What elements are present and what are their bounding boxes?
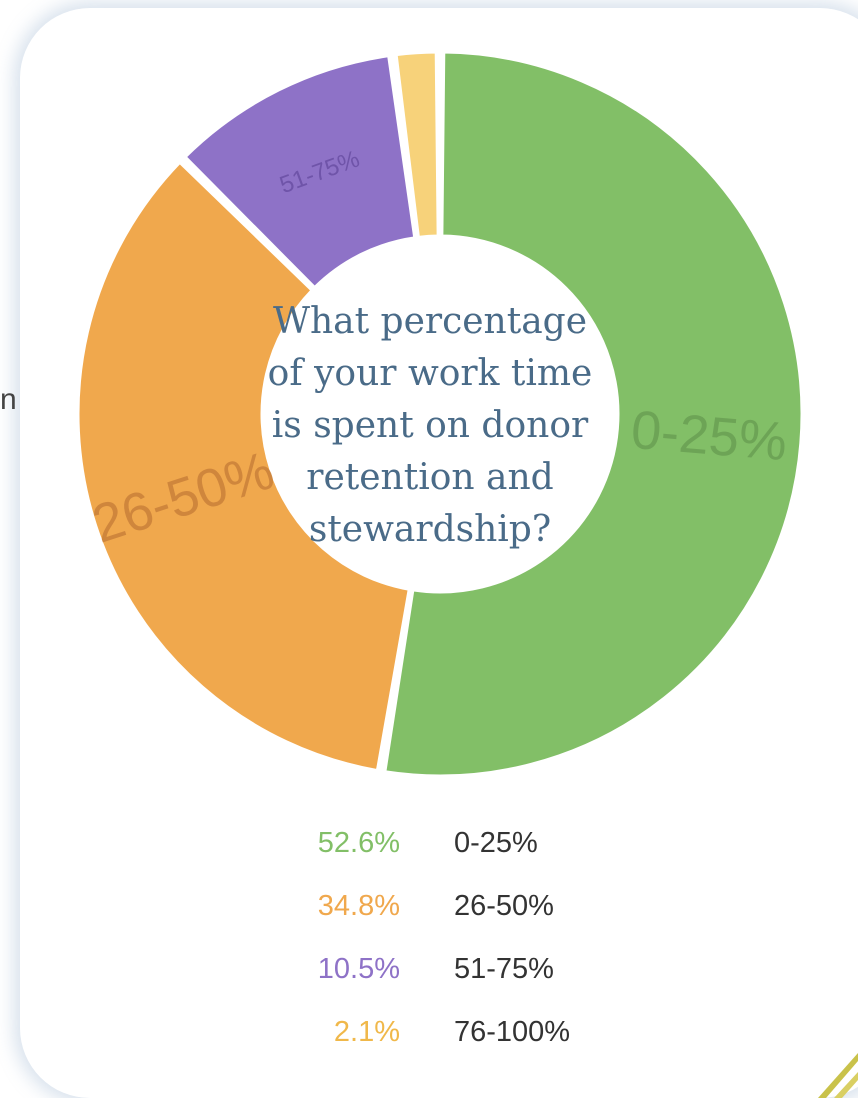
legend-category: 51-75%: [454, 953, 554, 985]
legend-row: 10.5% 51-75%: [270, 938, 630, 1001]
legend-category: 26-50%: [454, 890, 554, 922]
donut-slice: [183, 54, 417, 290]
donut-slice: [394, 50, 440, 239]
side-text-fragment: n: [0, 383, 17, 416]
segment-label: 0-25%: [629, 400, 789, 473]
slices: [76, 50, 804, 778]
legend: 52.6% 0-25% 34.8% 26-50% 10.5% 51-75% 2.…: [270, 812, 630, 1064]
legend-value: 34.8%: [317, 890, 400, 922]
legend-value: 10.5%: [317, 953, 400, 985]
legend-category: 76-100%: [454, 1016, 571, 1048]
corner-decoration: [818, 1053, 858, 1098]
legend-value: 52.6%: [317, 827, 400, 859]
legend-row: 52.6% 0-25%: [270, 812, 630, 875]
legend-row: 34.8% 26-50%: [270, 875, 630, 938]
legend-value: 2.1%: [333, 1016, 400, 1048]
legend-category: 0-25%: [454, 827, 538, 859]
donut-slice: [383, 50, 804, 778]
chart-title: What percentage of your work time is spe…: [267, 301, 593, 550]
donut-slice: [76, 160, 411, 773]
legend-row: 2.1% 76-100%: [270, 1001, 630, 1064]
